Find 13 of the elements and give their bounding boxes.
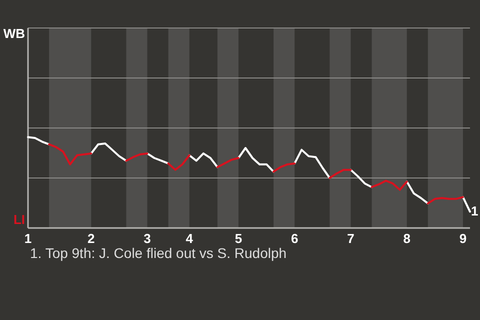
text: 1 — [471, 204, 478, 219]
x-tick-label: 7 — [347, 231, 354, 246]
x-tick-label: 3 — [144, 231, 151, 246]
text: LI — [13, 212, 25, 227]
x-tick-label: 1 — [24, 231, 32, 246]
x-tick-label: 8 — [403, 231, 410, 246]
x-tick-label: 6 — [290, 231, 298, 246]
x-tick-label: 9 — [459, 231, 467, 246]
x-tick-label: 5 — [234, 231, 242, 246]
text: 1. Top 9th: J. Cole flied out vs S. Rudolph — [30, 245, 287, 261]
x-tick-label: 2 — [88, 231, 95, 246]
text: WB — [3, 26, 25, 41]
x-tick-label: 4 — [186, 231, 194, 246]
